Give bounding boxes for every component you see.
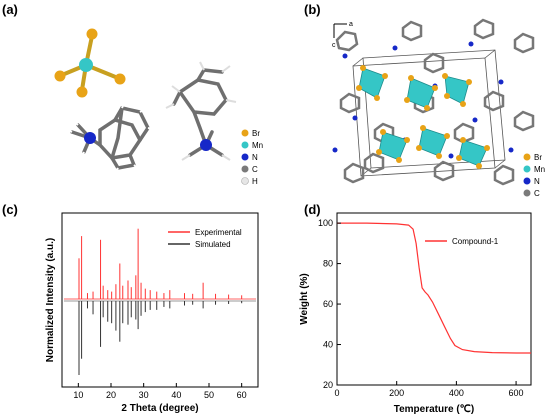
- pxrd-x-tick-label: 60: [237, 390, 247, 400]
- tga-legend: Compound-1: [425, 237, 499, 246]
- tga-x-ticks: 0 200 400 600: [334, 381, 524, 398]
- mn-atom: [79, 58, 93, 72]
- tga-y-tick-label: 40: [323, 340, 333, 350]
- axis-c-label: c: [332, 42, 336, 49]
- panel-b-packing: a c: [332, 18, 545, 198]
- axis-a-label: a: [349, 21, 353, 28]
- panel-d-label: (d): [304, 202, 321, 217]
- tga-y-tick-label: 100: [318, 218, 333, 228]
- br-atom: [114, 73, 126, 85]
- tga-x-tick-label: 0: [334, 388, 339, 398]
- pxrd-y-axis-title: Normalized Intensity (a.u.): [45, 238, 56, 362]
- tga-chart: 0 200 400 600 20 40 60 80 100 Compound-1 Temper…: [299, 212, 532, 415]
- legend-compound-label: Compound-1: [452, 237, 499, 246]
- pxrd-x-tick-label: 20: [106, 390, 116, 400]
- tga-x-axis-title: Temperature (℃): [394, 404, 475, 415]
- legend-c-label: C: [252, 165, 258, 174]
- panel-b-label: (b): [304, 2, 321, 17]
- pxrd-plot-frame: [61, 212, 259, 388]
- cation-1: [70, 106, 151, 170]
- tga-y-axis-title: Weight (%): [299, 273, 310, 324]
- legend-br-label: Br: [252, 129, 260, 138]
- tga-x-tick-label: 200: [389, 388, 404, 398]
- br-atom: [86, 28, 98, 40]
- experimental-series: [64, 228, 256, 300]
- legend-simulated-label: Simulated: [195, 240, 231, 249]
- legend-b: Br Mn N C: [523, 153, 545, 198]
- br-atom: [54, 70, 66, 82]
- legend-b-br-label: Br: [534, 153, 542, 162]
- cation-2: [172, 68, 229, 157]
- cation-1-hydrogens: [62, 97, 159, 177]
- tga-y-tick-label: 80: [323, 259, 333, 269]
- legend-mn-label: Mn: [252, 141, 263, 150]
- tga-y-tick-label: 20: [323, 380, 333, 390]
- pxrd-x-axis-title: 2 Theta (degree): [121, 403, 198, 414]
- axis-indicator: a c: [332, 21, 353, 49]
- panel-a-label: (a): [2, 2, 18, 17]
- legend-b-mn-label: Mn: [534, 165, 545, 174]
- legend-b-c-label: C: [534, 189, 540, 198]
- packing-br-atoms: [356, 65, 490, 169]
- n-atom: [200, 139, 212, 151]
- pxrd-x-tick-label: 10: [73, 390, 83, 400]
- packing-cations: [335, 18, 535, 186]
- tga-x-tick-label: 400: [449, 388, 464, 398]
- pxrd-x-tick-label: 40: [171, 390, 181, 400]
- br-atom: [76, 86, 88, 98]
- mnbr4-tetrahedron: [54, 28, 126, 98]
- pxrd-chart: 10 20 30 40 50 60 Experimental Simulated 2 Th…: [45, 212, 259, 414]
- tga-y-ticks: 20 40 60 80 100: [318, 218, 341, 390]
- tga-x-tick-label: 600: [509, 388, 524, 398]
- legend-n-label: N: [252, 153, 258, 162]
- tga-y-tick-label: 60: [323, 299, 333, 309]
- panel-a-structures: Br Mn N C H: [54, 28, 263, 186]
- tga-curve: [337, 222, 531, 354]
- tga-plot-frame: [336, 212, 532, 386]
- simulated-series: [64, 300, 256, 375]
- pxrd-x-tick-label: 30: [139, 390, 149, 400]
- legend-experimental-label: Experimental: [195, 228, 242, 237]
- panel-c-label: (c): [2, 202, 18, 217]
- legend-b-n-label: N: [534, 177, 540, 186]
- legend-a: Br Mn N C H: [241, 129, 263, 186]
- legend-h-label: H: [252, 177, 258, 186]
- pxrd-x-ticks: 10 20 30 40 50 60: [73, 383, 247, 400]
- mnbr4-polyhedra: [358, 67, 488, 167]
- cation-2-hydrogens: [165, 61, 237, 161]
- pxrd-x-tick-label: 50: [204, 390, 214, 400]
- n-atom: [84, 132, 96, 144]
- pxrd-legend: Experimental Simulated: [168, 228, 242, 249]
